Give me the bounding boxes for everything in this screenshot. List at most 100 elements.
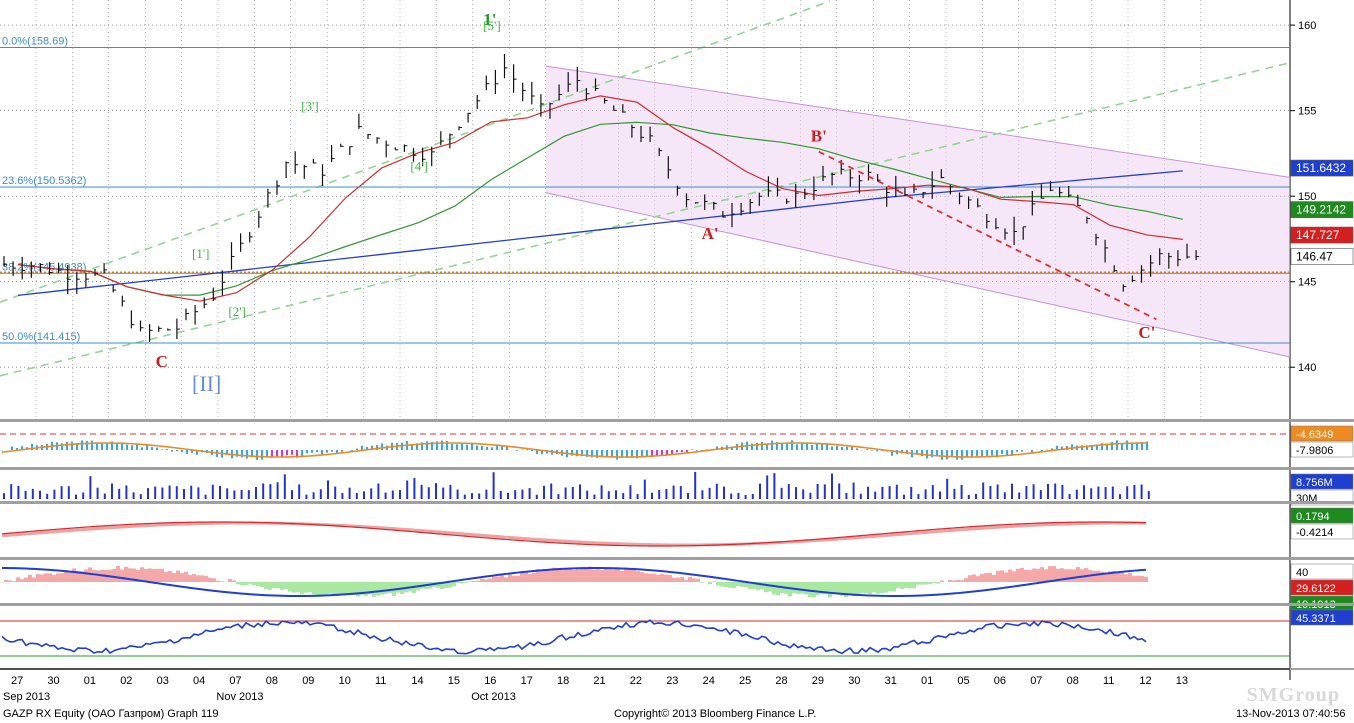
x-tick-label: 31: [885, 675, 897, 687]
signal-line: [1, 442, 1148, 458]
adx-line: [1, 567, 1147, 598]
x-tick-label: 06: [994, 675, 1006, 687]
watermark-logo: SMGroup: [1246, 684, 1340, 706]
footer-timestamp: 13-Nov-2013 07:40:56: [1236, 708, 1346, 720]
x-month-label: Nov 2013: [216, 691, 263, 703]
indicator-tag-box: [1290, 563, 1354, 580]
value-tag-text: 147.727: [1296, 228, 1340, 242]
x-tick-label: 30: [848, 675, 860, 687]
x-tick-label: 16: [484, 675, 496, 687]
x-tick-label: 21: [593, 675, 605, 687]
value-tag-box: [1290, 159, 1354, 177]
fib-level-label: 0.0%(158.69): [2, 36, 68, 48]
rsi-line: [1, 619, 1147, 655]
x-tick-label: 28: [775, 675, 787, 687]
wave-label: [II]: [192, 371, 221, 396]
x-tick-label: 14: [411, 675, 423, 687]
y-tick-label: 160: [1298, 20, 1316, 32]
indicator-tag-box: [1290, 523, 1354, 540]
indicator-tag-box: [1290, 507, 1354, 524]
x-tick-label: 15: [448, 675, 460, 687]
x-tick-label: 29: [812, 675, 824, 687]
x-tick-label: 10: [339, 675, 351, 687]
oscillator-line: [1, 521, 1147, 547]
value-tag-box: [1290, 226, 1354, 244]
x-tick-label: 12: [1139, 675, 1151, 687]
panel-separator: [0, 501, 1354, 504]
footer-copyright: Copyright© 2013 Bloomberg Finance L.P.: [614, 708, 817, 720]
x-tick-label: 11: [1103, 675, 1114, 687]
x-month-label: Sep 2013: [3, 691, 50, 703]
x-tick-label: 25: [739, 675, 751, 687]
indicator-tag-box: [1290, 441, 1354, 458]
y-tick-label: 140: [1298, 362, 1316, 374]
x-tick-label: 09: [302, 675, 314, 687]
channel-lower-line: [545, 192, 1291, 358]
fib-level-label: 23.6%(150.5362): [2, 175, 86, 187]
x-tick-label: 01: [921, 675, 933, 687]
x-tick-label: 03: [157, 675, 169, 687]
indicator-tag-box: [1290, 609, 1354, 626]
plot-background: [0, 0, 1290, 680]
x-tick-label: 11: [375, 675, 386, 687]
wave-label: B': [811, 126, 827, 145]
x-tick-label: 01: [84, 675, 96, 687]
indicator-tag-box: [1290, 473, 1354, 490]
x-tick-label: 08: [1067, 675, 1079, 687]
footer-security-title: GAZP RX Equity (ОАО Газпром) Graph 119: [3, 708, 219, 720]
x-tick-label: 17: [521, 675, 533, 687]
moving-average-short: [17, 95, 1183, 302]
trendline-lower: [0, 61, 1291, 377]
x-tick-label: 07: [1030, 675, 1042, 687]
indicator-tag-text: -4.6349: [1296, 429, 1333, 441]
oscillator-signal: [1, 521, 1147, 547]
x-tick-label: 30: [47, 675, 59, 687]
wave-c-projection: [818, 150, 1157, 321]
x-tick-label: 18: [557, 675, 569, 687]
indicator-tag-box: [1290, 579, 1354, 596]
wave-label: A': [702, 224, 719, 243]
indicator-tag-text: 40: [1296, 567, 1308, 579]
y-tick-label: 155: [1298, 106, 1316, 118]
x-tick-label: 07: [229, 675, 241, 687]
x-month-label: Oct 2013: [471, 691, 516, 703]
panel-separator: [0, 467, 1354, 470]
y-tick-label: 150: [1298, 191, 1316, 203]
x-tick-label: 05: [957, 675, 969, 687]
x-tick-label: 08: [266, 675, 278, 687]
indicator-tag-text: 45.3371: [1296, 613, 1336, 625]
indicator-tag-box: [1290, 425, 1354, 442]
panel-separator: [0, 603, 1354, 606]
wave-label: [3']: [301, 99, 319, 114]
indicator-tag-text: -7.9806: [1296, 445, 1333, 457]
wave-label: 1': [483, 10, 496, 29]
x-tick-label: 24: [703, 675, 715, 687]
channel-upper-line: [545, 65, 1291, 178]
wave-label: C': [1138, 323, 1155, 342]
x-tick-label: 04: [193, 675, 205, 687]
trendline-upper: [0, 0, 831, 303]
value-tag-box: [1290, 248, 1354, 265]
x-tick-label: 23: [666, 675, 678, 687]
y-tick-label: 145: [1298, 277, 1316, 289]
indicator-tag-text: 29.6122: [1296, 583, 1336, 595]
x-tick-label: 27: [11, 675, 23, 687]
panel-separator: [0, 557, 1354, 560]
value-tag-text: 151.6432: [1296, 161, 1346, 175]
x-tick-label: 13: [1176, 675, 1188, 687]
value-tag-text: 146.47: [1296, 250, 1333, 264]
wave-label: [1']: [192, 246, 210, 261]
x-tick-label: 22: [630, 675, 642, 687]
panel-separator: [0, 419, 1354, 422]
value-tag-box: [1290, 201, 1354, 218]
moving-average-long: [17, 170, 1183, 297]
footer-bar: GAZP RX Equity (ОАО Газпром) Graph 119 C…: [0, 705, 1354, 723]
wave-label: [5']: [483, 18, 501, 33]
regression-channel: [546, 66, 1290, 357]
wave-label: C: [156, 352, 168, 371]
value-tag-text: 149.2142: [1296, 203, 1346, 217]
indicator-tag-text: -0.4214: [1296, 527, 1333, 539]
indicator-tag-text: 8.756M: [1296, 477, 1333, 489]
x-tick-label: 02: [120, 675, 132, 687]
